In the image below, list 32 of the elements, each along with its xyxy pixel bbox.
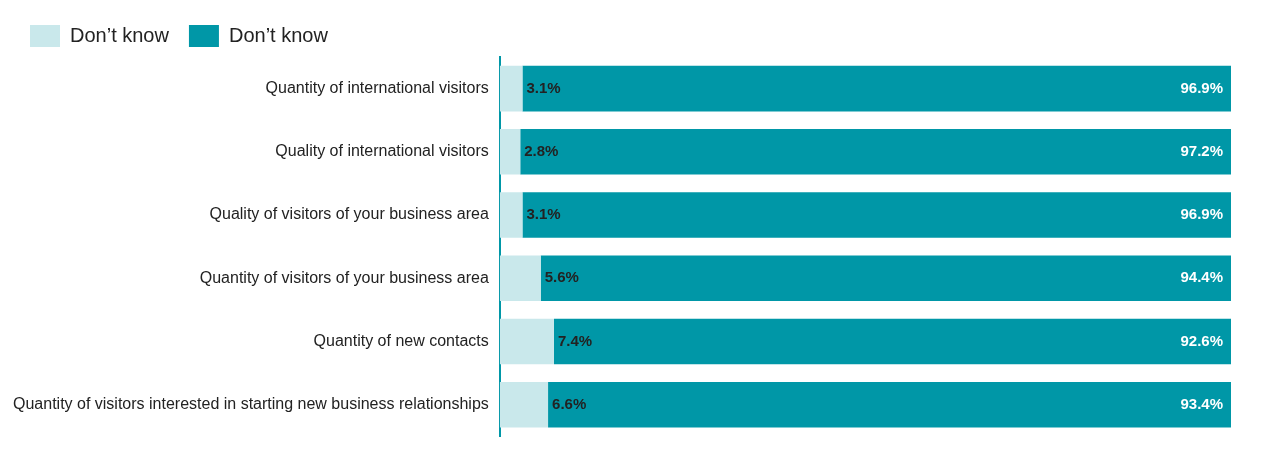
bar (553, 318, 1231, 365)
bar (540, 255, 1231, 302)
data-label: 96.9% (1180, 78, 1223, 96)
y-tick-label: Quantity of visitors of your business area (199, 268, 489, 286)
data-label: 7.4% (557, 331, 593, 349)
bar (499, 65, 523, 112)
data-label: 93.4% (1180, 394, 1223, 412)
bar (499, 192, 523, 238)
y-tick-label: Quantity of visitors interested in starting new business relationships (12, 395, 489, 413)
data-label: 6.6% (552, 394, 587, 412)
y-tick-label: Quantity of new contacts (313, 331, 489, 349)
y-tick-label: Quantity of international visitors (265, 79, 489, 97)
data-label: 92.6% (1180, 331, 1223, 349)
data-label: 94.4% (1180, 268, 1223, 286)
bar (499, 318, 554, 365)
bar (499, 255, 541, 302)
data-label: 96.9% (1180, 205, 1223, 223)
data-label: 5.6% (544, 268, 579, 286)
legend-label: Don’t know (70, 23, 170, 46)
bar (522, 192, 1231, 238)
y-tick-label: Quality of visitors of your business area (209, 205, 489, 223)
bar (499, 129, 521, 175)
bar (499, 382, 549, 428)
y-tick-label: Quality of international visitors (275, 142, 489, 160)
legend-label: Don’t know (228, 23, 329, 46)
bar (522, 65, 1231, 112)
bar (548, 382, 1231, 428)
data-label: 2.8% (524, 141, 559, 159)
data-label: 97.2% (1180, 141, 1223, 159)
bar (520, 129, 1231, 175)
data-label: 3.1% (526, 205, 561, 223)
data-label: 3.1% (526, 78, 561, 96)
